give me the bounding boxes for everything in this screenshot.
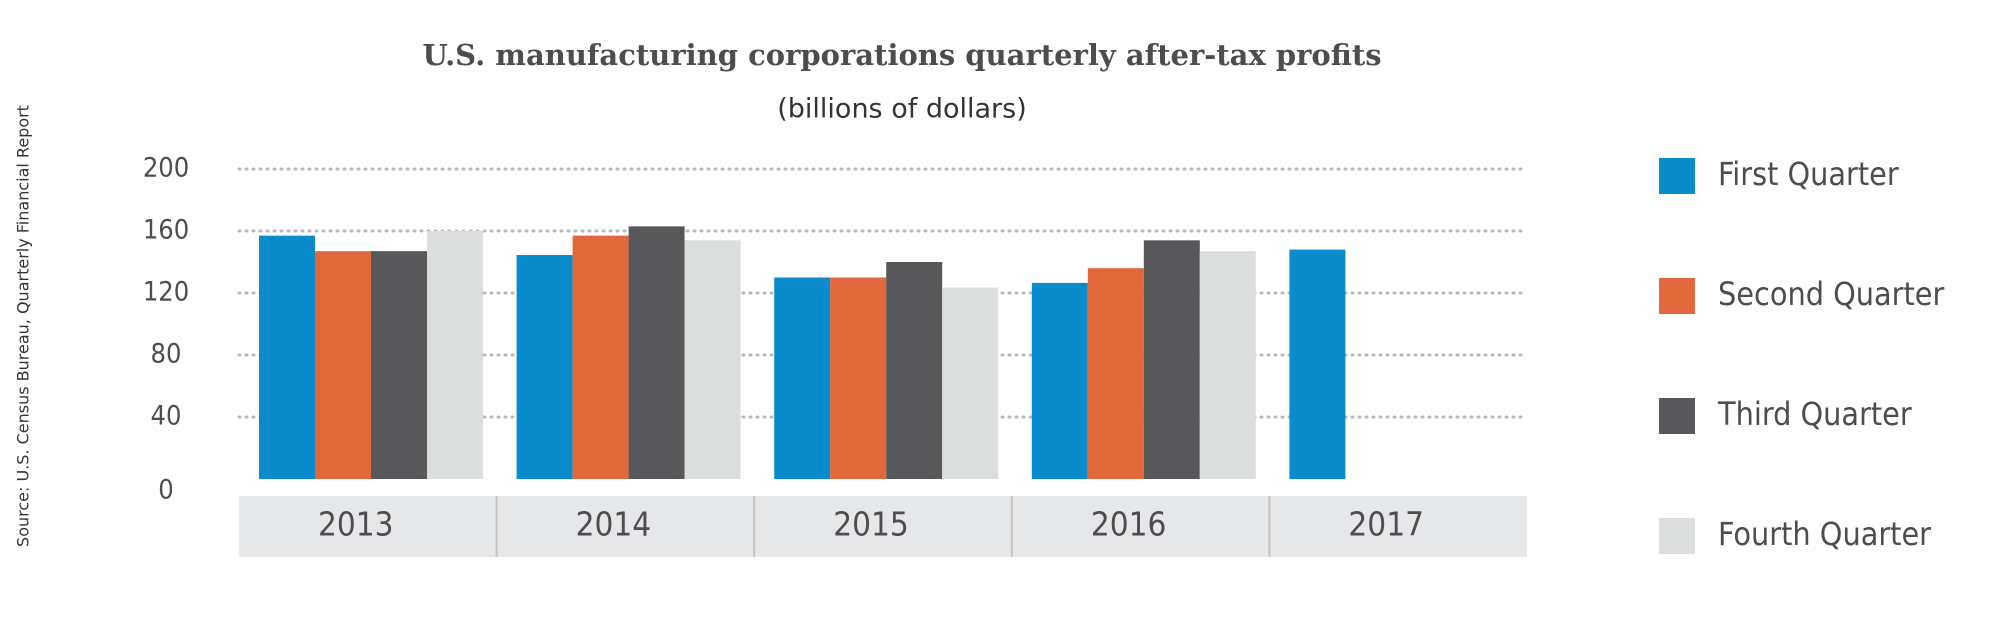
chart-title: U.S. manufacturing corporations quarterl… [422,38,1381,72]
bar [516,255,573,479]
bar [1199,251,1256,479]
category-band [239,496,1527,557]
x-tick-label: 2017 [1348,505,1424,544]
legend-swatch [1659,278,1695,314]
x-tick-label: 2014 [576,505,652,544]
source-note: Source: U.S. Census Bureau, Quarterly Fi… [14,105,33,547]
x-tick-label: 2016 [1091,505,1167,544]
bar [1087,268,1144,479]
bar [830,277,887,479]
bar [628,226,685,479]
bar [942,287,999,479]
legend-label: First Quarter [1718,155,1899,193]
bar [1289,249,1346,479]
bar [371,251,427,479]
bar [315,251,371,479]
legend-swatch [1659,518,1695,554]
bar [1143,240,1200,479]
legend-label: Fourth Quarter [1718,515,1931,553]
y-tick-label: 200 [143,153,189,184]
y-tick-label: 160 [143,215,189,246]
y-tick-label: 80 [151,339,182,370]
bar [259,235,315,479]
chart-subtitle: (billions of dollars) [777,94,1026,125]
bar [774,277,831,479]
legend-swatch [1659,158,1695,194]
bar [684,240,741,479]
x-tick-label: 2015 [833,505,909,544]
bar [1031,282,1088,479]
bar [427,231,483,479]
legend-swatch [1659,398,1695,434]
y-tick-label: 120 [143,277,189,308]
x-tick-label: 2013 [318,505,394,544]
bar [886,262,943,479]
bar [572,235,629,479]
legend-label: Third Quarter [1717,395,1912,433]
legend-label: Second Quarter [1718,275,1944,313]
y-tick-label: 0 [158,475,173,506]
y-tick-label: 40 [151,401,182,432]
